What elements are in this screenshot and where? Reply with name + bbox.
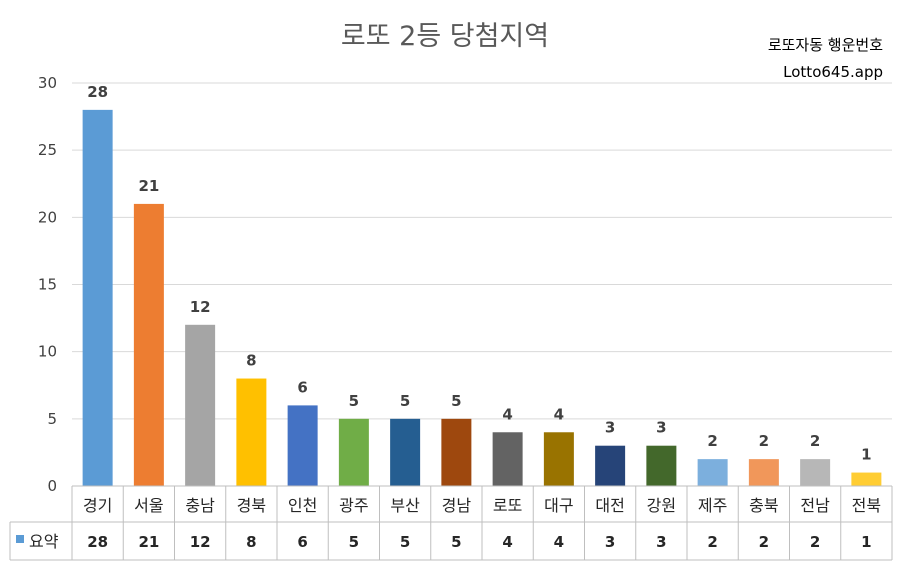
data-label: 21 [138,177,159,195]
data-label: 4 [554,405,564,423]
bar [390,418,421,486]
x-category-label: 부산 [390,496,420,515]
y-tick-label: 0 [47,477,57,495]
x-category-label: 충남 [185,496,215,515]
bar [748,459,779,486]
bar [646,445,677,486]
x-category-label: 광주 [339,496,368,515]
y-tick-label: 20 [38,208,57,226]
table-value: 5 [451,533,461,551]
y-tick-label: 10 [38,343,57,361]
bar [185,324,216,486]
y-axis-ticks: 0 5 10 15 20 25 30 [38,74,57,495]
table-value: 4 [502,533,512,551]
bar [82,109,113,486]
bar [595,445,626,486]
x-category-label: 인천 [288,496,317,515]
x-category-label: 로또 [493,496,522,515]
table-value: 3 [605,533,615,551]
table-value: 4 [554,533,564,551]
table-value: 5 [400,533,410,551]
x-category-label: 전북 [852,496,881,515]
y-tick-label: 30 [38,74,57,92]
x-category-label: 경남 [442,496,472,515]
table-value: 28 [87,533,108,551]
x-category-label: 제주 [698,496,727,515]
x-category-label: 경북 [237,496,266,515]
bar [338,418,369,486]
table-value: 2 [810,533,820,551]
table-value: 12 [190,533,211,551]
data-label: 28 [87,83,108,101]
bar [543,432,574,486]
data-label: 3 [656,419,666,437]
data-label: 5 [451,392,461,410]
table-value: 2 [707,533,717,551]
x-category-label: 대구 [544,496,573,515]
table-value: 1 [861,533,871,551]
chart-subtitle-line-2: Lotto645.app [783,63,883,81]
table-value: 2 [759,533,769,551]
table-value: 8 [246,533,256,551]
x-category-label: 강원 [647,496,676,515]
data-label: 8 [246,352,256,370]
bar [492,432,523,486]
x-category-label: 서울 [134,496,163,515]
data-label: 6 [297,378,307,396]
data-label: 12 [190,298,211,316]
x-category-label: 경기 [83,496,112,515]
data-label: 2 [759,432,769,450]
chart-title: 로또 2등 당첨지역 [341,21,549,52]
table-value: 5 [349,533,359,551]
bars [82,109,882,486]
table-value: 6 [297,533,307,551]
bar [236,378,267,486]
bar [697,459,728,486]
data-label: 2 [810,432,820,450]
x-category-label: 전남 [800,496,830,515]
x-category-label: 충북 [749,496,778,515]
y-tick-label: 25 [38,141,57,159]
data-label: 4 [502,405,512,423]
table-value: 21 [138,533,159,551]
data-label: 5 [349,392,359,410]
bar [800,459,831,486]
data-label: 3 [605,419,615,437]
bar [133,203,164,486]
y-tick-label: 15 [38,276,57,294]
bar [287,405,318,486]
legend-key-marker [16,535,24,543]
chart-subtitle-line-1: 로또자동 행운번호 [768,36,883,54]
data-label: 2 [707,432,717,450]
series-name-label: 요약 [29,532,59,551]
x-category-label: 대전 [595,496,624,515]
data-label: 1 [861,446,871,464]
table-value: 3 [656,533,666,551]
y-tick-label: 5 [47,410,57,428]
bar [851,472,882,486]
data-label: 5 [400,392,410,410]
bar [441,418,472,486]
